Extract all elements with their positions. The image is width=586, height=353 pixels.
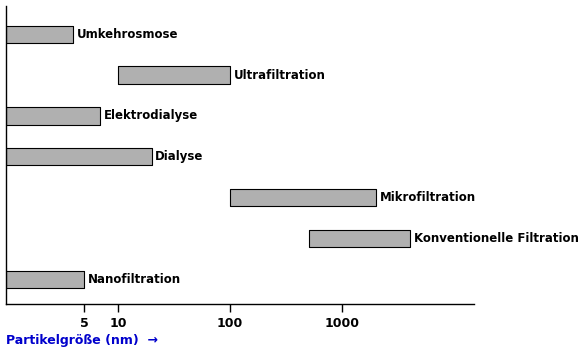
Text: Elektrodialyse: Elektrodialyse — [104, 109, 199, 122]
X-axis label: Partikelgröße (nm)  →: Partikelgröße (nm) → — [5, 334, 158, 347]
Text: Umkehrosmose: Umkehrosmose — [77, 28, 178, 41]
Text: Konventionelle Filtration: Konventionelle Filtration — [414, 232, 578, 245]
Text: Mikrofiltration: Mikrofiltration — [380, 191, 476, 204]
Text: Dialyse: Dialyse — [155, 150, 204, 163]
Text: Ultrafiltration: Ultrafiltration — [234, 68, 326, 82]
Text: Nanofiltration: Nanofiltration — [88, 273, 181, 286]
